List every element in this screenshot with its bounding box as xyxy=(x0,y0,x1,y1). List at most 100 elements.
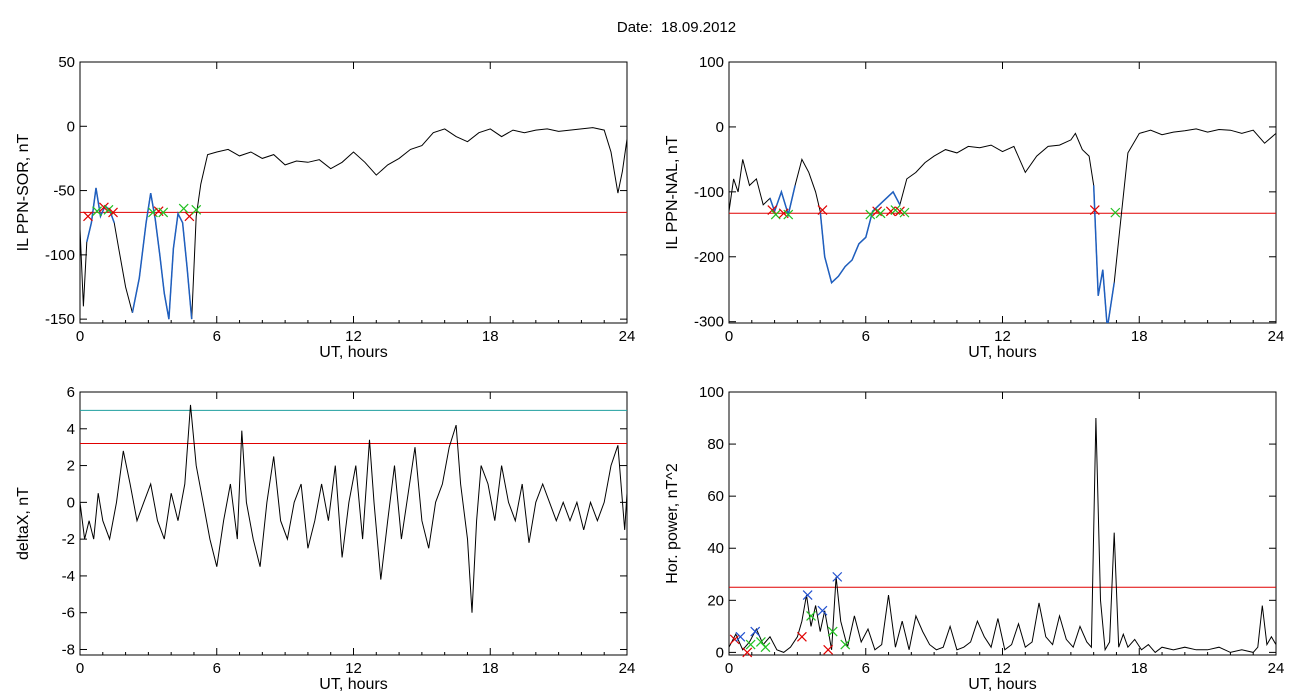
marker-green xyxy=(875,208,886,219)
plot-frame-p2 xyxy=(728,61,1277,324)
marker-red xyxy=(797,631,807,642)
marker-green xyxy=(1110,207,1121,218)
y-tick-label: -100 xyxy=(45,247,75,264)
marker-red xyxy=(99,202,109,213)
marker-red xyxy=(108,207,118,218)
marker-green xyxy=(827,626,838,637)
x-axis-label: UT, hours xyxy=(319,344,387,361)
active-interval-p1-1 xyxy=(131,192,193,320)
x-tick-label: 12 xyxy=(994,660,1011,677)
marker-blue xyxy=(735,631,746,642)
marker-green xyxy=(840,639,851,650)
marker-blue xyxy=(802,590,813,601)
x-tick-label: 18 xyxy=(1131,328,1148,345)
series-line-p2 xyxy=(729,128,1276,323)
y-tick-label: 40 xyxy=(707,540,724,557)
y-tick-label: -50 xyxy=(53,183,75,200)
marker-red xyxy=(872,206,883,217)
x-tick-label: 0 xyxy=(725,660,733,677)
y-axis-label: Hor. power, nT^2 xyxy=(664,463,681,584)
active-interval-p2-2 xyxy=(1092,185,1115,323)
series-line-p1 xyxy=(80,127,627,320)
active-interval-p1-0 xyxy=(86,187,115,243)
x-tick-label: 0 xyxy=(76,660,84,677)
x-tick-label: 12 xyxy=(345,328,362,345)
x-tick-label: 0 xyxy=(76,328,84,345)
y-tick-label: 0 xyxy=(716,644,724,661)
x-tick-label: 6 xyxy=(213,660,221,677)
marker-green xyxy=(92,206,103,217)
marker-green xyxy=(755,637,766,647)
marker-green xyxy=(158,207,169,218)
y-tick-label: 0 xyxy=(67,494,75,511)
marker-green xyxy=(745,639,756,650)
active-interval-p2-1 xyxy=(819,190,901,285)
x-tick-label: 6 xyxy=(862,328,870,345)
x-tick-label: 0 xyxy=(725,328,733,345)
marker-green xyxy=(783,209,794,220)
x-tick-label: 24 xyxy=(619,328,636,345)
y-tick-label: -2 xyxy=(62,531,75,548)
y-tick-label: 0 xyxy=(67,118,75,135)
x-tick-label: 12 xyxy=(994,328,1011,345)
marker-red xyxy=(153,206,164,217)
marker-red xyxy=(729,634,740,645)
marker-green xyxy=(760,642,771,653)
marker-red xyxy=(83,211,93,222)
y-tick-label: 100 xyxy=(699,384,724,401)
x-tick-label: 18 xyxy=(1131,660,1148,677)
x-tick-label: 18 xyxy=(482,328,499,345)
y-tick-label: -150 xyxy=(45,311,75,328)
x-axis-label: UT, hours xyxy=(319,676,387,693)
y-tick-label: 60 xyxy=(707,488,724,505)
y-axis-label: IL PPN-NAL, nT xyxy=(664,135,681,249)
x-tick-label: 18 xyxy=(482,660,499,677)
x-tick-label: 24 xyxy=(1268,660,1285,677)
y-tick-label: -100 xyxy=(694,184,724,201)
y-tick-label: -4 xyxy=(62,568,75,585)
x-tick-label: 24 xyxy=(1268,328,1285,345)
x-tick-label: 12 xyxy=(345,660,362,677)
marker-green xyxy=(191,204,202,215)
marker-red xyxy=(823,644,834,655)
y-tick-label: 50 xyxy=(58,54,75,71)
marker-green xyxy=(865,209,876,220)
marker-red xyxy=(742,647,753,658)
y-tick-label: 6 xyxy=(67,384,75,401)
y-tick-label: -6 xyxy=(62,605,75,622)
y-tick-label: -300 xyxy=(694,314,724,331)
y-axis-label: IL PPN-SOR, nT xyxy=(15,133,32,251)
series-line-p3 xyxy=(80,404,627,613)
y-tick-label: -8 xyxy=(62,641,75,658)
y-tick-label: 4 xyxy=(67,421,75,438)
x-axis-label: UT, hours xyxy=(968,344,1036,361)
plot-frame-p1 xyxy=(79,61,628,324)
marker-red xyxy=(817,205,828,215)
marker-green xyxy=(770,209,781,220)
marker-red xyxy=(1089,205,1100,215)
x-axis-label: UT, hours xyxy=(968,676,1036,693)
series-line-p4 xyxy=(729,417,1276,654)
plot-frame-p3 xyxy=(79,391,628,656)
marker-red xyxy=(895,206,905,217)
marker-green xyxy=(103,204,114,215)
y-tick-label: -200 xyxy=(694,249,724,266)
marker-red xyxy=(778,208,789,219)
y-axis-label: deltaX, nT xyxy=(15,487,32,560)
marker-blue xyxy=(832,571,843,582)
y-tick-label: 100 xyxy=(699,54,724,71)
active-interval-p2-0 xyxy=(769,185,796,218)
marker-green xyxy=(148,207,158,218)
x-tick-label: 24 xyxy=(619,660,636,677)
y-tick-label: 20 xyxy=(707,592,724,609)
y-tick-label: 80 xyxy=(707,436,724,453)
marker-blue xyxy=(750,626,761,637)
chart-date-title: Date: 18.09.2012 xyxy=(616,19,737,36)
x-tick-label: 6 xyxy=(862,660,870,677)
marker-green xyxy=(890,205,901,215)
marker-red xyxy=(767,205,778,215)
marker-green xyxy=(806,611,816,621)
marker-green xyxy=(178,203,189,214)
y-tick-label: 2 xyxy=(67,458,75,475)
